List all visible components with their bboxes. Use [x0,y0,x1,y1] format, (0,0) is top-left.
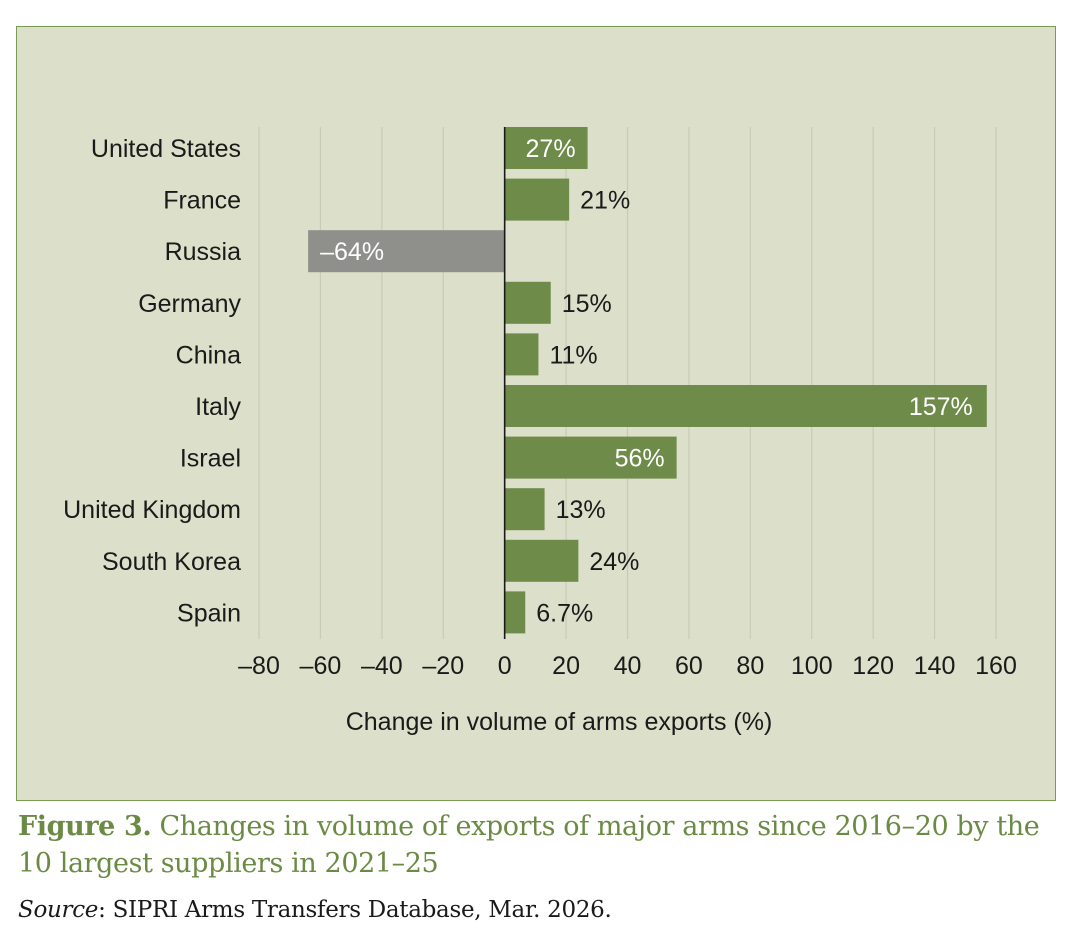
bar-united-states [504,127,588,169]
bar-united-kingdom [504,488,545,531]
caption-text: Changes in volume of exports of major ar… [18,811,1040,879]
category-label: Russia [165,238,242,266]
bar-spain [504,591,526,634]
bar-china [504,333,539,376]
source-text: : SIPRI Arms Transfers Database, Mar. 20… [98,897,612,923]
category-label: South Korea [102,548,241,576]
category-label: France [163,187,241,215]
x-axis-title: Change in volume of arms exports (%) [346,708,773,736]
data-labels: 27%21% –64% 15% 11% 157% 56% 13% 24% 6.7% [320,135,973,627]
data-label: 27% [526,135,576,163]
x-tick-label: 0 [498,652,512,680]
data-label: 56% [615,445,665,473]
x-tick-label: 40 [614,652,642,680]
data-label: –64% [320,238,384,266]
gridlines [258,127,997,639]
data-label: 157% [909,393,973,421]
x-tick-label: –40 [361,652,403,680]
x-tick-label: 140 [914,652,956,680]
bar-south-korea [504,539,579,582]
bar-russia [308,230,505,273]
category-labels: United States France Russia Germany China Ita… [63,135,241,627]
x-tick-label: 60 [675,652,703,680]
data-label: 13% [556,496,606,524]
x-tick-label: 20 [552,652,580,680]
x-tick-label: –60 [300,652,342,680]
bar-italy [504,385,987,427]
bars [308,127,987,634]
category-label: Italy [195,393,241,421]
source-note: Source: SIPRI Arms Transfers Database, M… [18,897,612,923]
x-tick-label: 80 [736,652,764,680]
category-label: United States [91,135,241,163]
x-tick-label: 100 [791,652,833,680]
category-label: Spain [177,599,241,627]
figure-caption: Figure 3. Changes in volume of exports o… [18,808,1068,882]
x-tick-label: 120 [852,652,894,680]
category-label: Israel [180,445,241,473]
data-label: 24% [589,548,639,576]
x-tick-labels: –80 –60 –40 –20 0 20 40 60 80 100 120 140 160 [238,652,1017,680]
x-tick-label: 160 [975,652,1017,680]
x-tick-label: –80 [238,652,280,680]
bar-israel [504,436,677,479]
data-label: 11% [549,341,597,369]
bar-france [504,178,570,221]
bar-germany [504,281,551,324]
chart-frame: United States France Russia Germany China Ita… [16,26,1056,801]
category-label: United Kingdom [63,496,241,524]
x-tick-label: –20 [422,652,464,680]
data-label: 6.7% [536,599,593,627]
category-label: Germany [138,290,241,318]
data-label: 21% [580,187,630,215]
source-label: Source [18,897,99,923]
bar-chart: United States France Russia Germany China Ita… [63,127,1017,736]
category-label: China [176,341,241,369]
data-label: 15% [562,290,612,318]
figure-label: Figure 3. [18,811,152,842]
